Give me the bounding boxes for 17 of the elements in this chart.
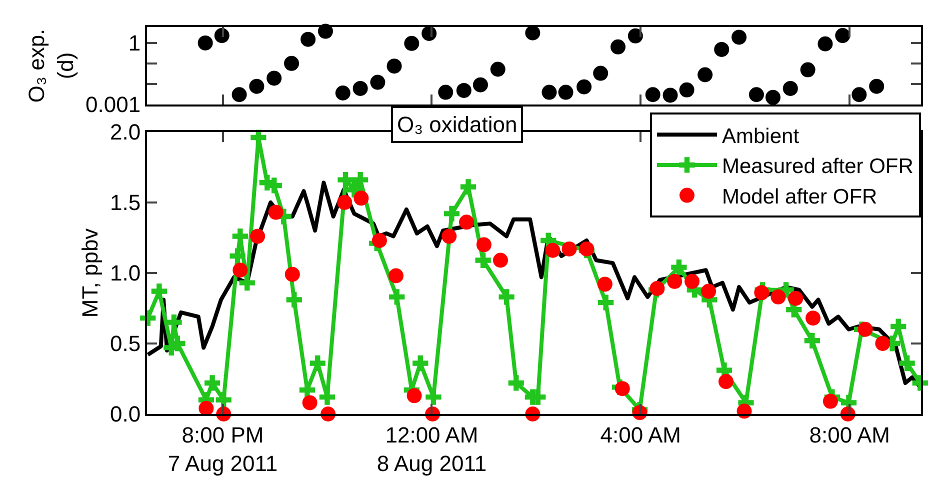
x-tick-label: 8:00 PM 7 Aug 2011 xyxy=(168,422,278,476)
y-tick-label: 1 xyxy=(128,30,141,56)
x-tick-label: 12:00 AM 8 Aug 2011 xyxy=(376,422,487,476)
legend-label: Measured after OFR xyxy=(722,155,914,178)
legend-label: Model after OFR xyxy=(722,185,878,208)
y-tick-label: 2.0 xyxy=(110,120,141,145)
x-tick-label: 8:00 AM xyxy=(809,422,890,448)
y-tick-label: 1.0 xyxy=(110,260,141,286)
x-tick-label: 4:00 AM xyxy=(600,422,682,448)
y-tick-label: 0.0 xyxy=(110,402,141,427)
legend-label: Ambient xyxy=(722,124,800,148)
y-tick-label: 0.5 xyxy=(110,331,141,356)
y-axis-title: O₃ exp. (d) xyxy=(24,28,78,103)
y-tick-label: 0.001 xyxy=(86,92,141,118)
y-tick-label: 1.5 xyxy=(110,190,141,216)
annotation: O₃ oxidation xyxy=(397,112,518,137)
y-axis-title: MT, ppbv xyxy=(77,228,102,318)
